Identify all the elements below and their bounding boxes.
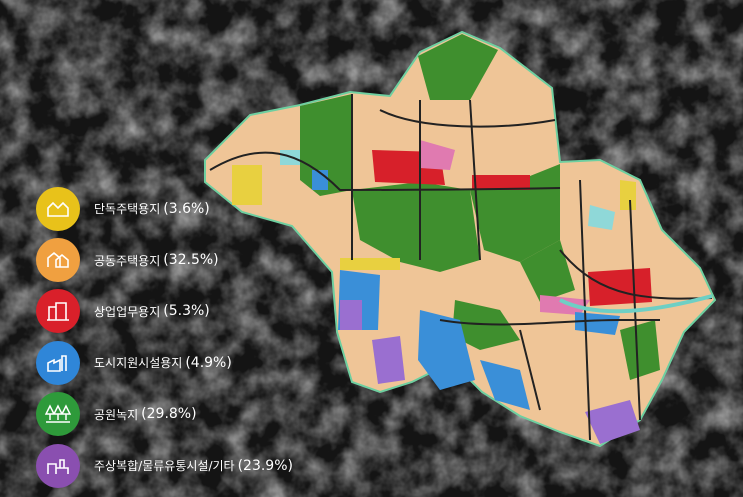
legend-item: 상업업무용지 (5.3%) — [36, 286, 356, 337]
legend-share: (32.5%) — [163, 252, 219, 269]
river — [559, 294, 713, 314]
legend-share: (23.9%) — [237, 457, 293, 474]
legend-item: 단독주택용지 (3.6%) — [36, 183, 356, 234]
legend-icon — [36, 392, 80, 437]
legend-label: 도시지원시설용지 — [94, 356, 183, 371]
legend-share: (4.9%) — [185, 354, 232, 371]
legend-item: 주상복합/물류유통시설/기타 (23.9%) — [36, 440, 356, 491]
legend-label: 주상복합/물류유통시설/기타 — [94, 459, 235, 474]
legend-icon — [36, 238, 80, 283]
legend-share: (29.8%) — [141, 406, 197, 423]
legend-icon — [36, 443, 80, 488]
legend-item: 공원녹지 (29.8%) — [36, 389, 356, 440]
legend-share: (3.6%) — [163, 200, 210, 217]
legend-label: 상업업무용지 — [94, 304, 161, 319]
legend-share: (5.3%) — [163, 303, 210, 320]
legend-icon — [36, 289, 80, 334]
legend: 단독주택용지 (3.6%) 공동주택용지 (32.5%) 상업업무용지 (5.3… — [36, 183, 356, 491]
legend-label: 단독주택용지 — [94, 202, 161, 217]
legend-icon — [36, 340, 80, 385]
legend-item: 공동주택용지 (32.5%) — [36, 234, 356, 285]
legend-icon — [36, 186, 80, 231]
legend-label: 공원녹지 — [94, 407, 139, 422]
legend-item: 도시지원시설용지 (4.9%) — [36, 337, 356, 388]
legend-label: 공동주택용지 — [94, 253, 161, 268]
